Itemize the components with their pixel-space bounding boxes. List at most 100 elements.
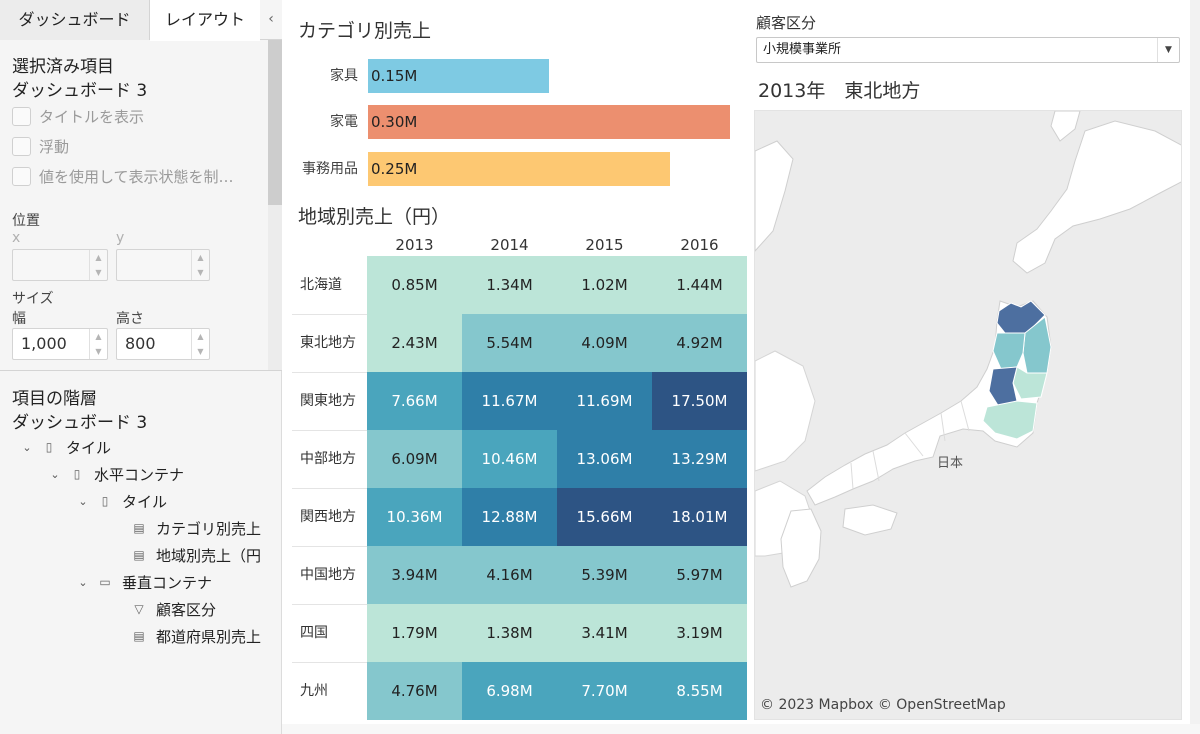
heatmap-cell[interactable]: 3.41M — [557, 604, 652, 662]
heatmap-cell[interactable]: 10.46M — [462, 430, 557, 488]
stepper-down-icon[interactable]: ▼ — [95, 347, 102, 356]
heatmap-cell[interactable]: 18.01M — [652, 488, 747, 546]
tab-dashboard[interactable]: ダッシュボード — [0, 0, 150, 40]
map-country-label: 日本 — [937, 455, 963, 470]
panel-scrollbar-thumb[interactable] — [268, 40, 282, 205]
heatmap-row-label: 関東地方 — [300, 393, 356, 409]
y-input[interactable]: ▲ ▼ — [116, 249, 210, 281]
heatmap-cell[interactable]: 1.44M — [652, 256, 747, 314]
map-attribution[interactable]: © 2023 Mapbox © OpenStreetMap — [760, 697, 1006, 713]
floating-checkbox[interactable] — [12, 136, 31, 156]
vertical-container-icon: ▭ — [99, 575, 111, 589]
heatmap-cell[interactable]: 6.98M — [462, 662, 557, 720]
show-title-checkbox[interactable] — [12, 106, 31, 126]
width-stepper[interactable]: ▲ ▼ — [89, 329, 107, 359]
stepper-up-icon[interactable]: ▲ — [95, 332, 102, 341]
heatmap-cell[interactable]: 5.97M — [652, 546, 747, 604]
heatmap-cell[interactable]: 5.54M — [462, 314, 557, 372]
bar-value-label: 0.30M — [371, 113, 418, 131]
heatmap-cell[interactable]: 3.19M — [652, 604, 747, 662]
heatmap-cell[interactable]: 7.70M — [557, 662, 652, 720]
stepper-up-icon[interactable]: ▲ — [197, 332, 204, 341]
stepper-up-icon[interactable]: ▲ — [197, 253, 204, 262]
x-stepper[interactable]: ▲ ▼ — [89, 250, 107, 280]
tree-item-tile[interactable]: ⌄ ▯ タイル — [20, 434, 111, 460]
width-label: 幅 — [12, 311, 26, 327]
heatmap-cell[interactable]: 11.69M — [557, 372, 652, 430]
heatmap-cell[interactable]: 5.39M — [557, 546, 652, 604]
visibility-label: 値を使用して表示状態を制… — [39, 167, 234, 186]
heatmap-cell[interactable]: 17.50M — [652, 372, 747, 430]
heatmap-cell[interactable]: 1.34M — [462, 256, 557, 314]
heatmap-cell[interactable]: 15.66M — [557, 488, 652, 546]
sheet-icon: ▤ — [133, 521, 145, 535]
region-sales-heatmap: 地域別売上（円） 2013 2014 2015 2016 北海道 0.85M 1.34M 1.… — [292, 196, 750, 720]
heatmap-cell[interactable]: 0.85M — [367, 256, 462, 314]
heatmap-cell[interactable]: 12.88M — [462, 488, 557, 546]
stepper-down-icon[interactable]: ▼ — [197, 268, 204, 277]
chevron-down-icon[interactable]: ▼ — [1157, 38, 1179, 62]
width-value: 1,000 — [21, 334, 67, 353]
map-region-aomori[interactable] — [996, 300, 1046, 334]
panel-tabs: ダッシュボード レイアウト ‹ — [0, 0, 282, 41]
chevron-down-icon[interactable]: ⌄ — [50, 467, 60, 481]
tree-item-vertical-container[interactable]: ⌄ ▭ 垂直コンテナ — [76, 569, 212, 595]
tree-item-horizontal-container[interactable]: ⌄ ▯ 水平コンテナ — [48, 461, 184, 487]
floating-option[interactable]: 浮動 — [12, 135, 69, 157]
stepper-down-icon[interactable]: ▼ — [197, 347, 204, 356]
show-title-option[interactable]: タイトルを表示 — [12, 105, 144, 127]
heatmap-cell[interactable]: 4.16M — [462, 546, 557, 604]
heatmap-cell[interactable]: 1.02M — [557, 256, 652, 314]
prefecture-sales-map[interactable]: 日本 — [754, 110, 1182, 720]
heatmap-cell[interactable]: 10.36M — [367, 488, 462, 546]
x-input[interactable]: ▲ ▼ — [12, 249, 108, 281]
heatmap-cell[interactable]: 13.06M — [557, 430, 652, 488]
tree-item-category-sales[interactable]: ▤ カテゴリ別売上 — [110, 515, 261, 541]
height-input[interactable]: 800 ▲ ▼ — [116, 328, 210, 360]
stepper-up-icon[interactable]: ▲ — [95, 253, 102, 262]
visibility-checkbox[interactable] — [12, 166, 31, 186]
stepper-down-icon[interactable]: ▼ — [95, 268, 102, 277]
map-region-fukushima[interactable] — [982, 400, 1038, 440]
tree-item-label: 顧客区分 — [156, 600, 217, 619]
width-input[interactable]: 1,000 ▲ ▼ — [12, 328, 108, 360]
tree-item-tile-nested[interactable]: ⌄ ▯ タイル — [76, 488, 167, 514]
tree-item-region-sales[interactable]: ▤ 地域別売上（円 — [110, 542, 261, 568]
heatmap-cell[interactable]: 13.29M — [652, 430, 747, 488]
category-sales-chart: カテゴリ別売上 家具 0.15M 家電 0.30M 事務用品 0.25M — [292, 6, 750, 196]
heatmap-cell[interactable]: 1.79M — [367, 604, 462, 662]
heatmap-cell[interactable]: 4.92M — [652, 314, 747, 372]
heatmap-cell[interactable]: 4.76M — [367, 662, 462, 720]
heatmap-cell[interactable]: 3.94M — [367, 546, 462, 604]
y-stepper[interactable]: ▲ ▼ — [191, 250, 209, 280]
collapse-panel-icon[interactable]: ‹ — [268, 11, 274, 27]
sheet-icon: ▤ — [133, 548, 145, 562]
heatmap-cell[interactable]: 4.09M — [557, 314, 652, 372]
tree-item-prefecture-sales[interactable]: ▤ 都道府県別売上 — [110, 623, 261, 649]
bar-appliance[interactable] — [368, 105, 730, 139]
heatmap-cell[interactable]: 11.67M — [462, 372, 557, 430]
chevron-down-icon[interactable]: ⌄ — [22, 440, 32, 454]
heatmap-row-label: 四国 — [300, 625, 328, 641]
heatmap-row-label: 中部地方 — [300, 451, 356, 467]
bar-value-label: 0.15M — [371, 67, 418, 85]
bar-office-supplies[interactable] — [368, 152, 670, 186]
tab-layout[interactable]: レイアウト — [150, 0, 260, 41]
heatmap-cell[interactable]: 2.43M — [367, 314, 462, 372]
bar-row-appliance: 家電 0.30M — [292, 105, 750, 139]
heatmap-cell[interactable]: 6.09M — [367, 430, 462, 488]
tree-item-customer-filter[interactable]: ▽ 顧客区分 — [110, 596, 216, 622]
chevron-down-icon[interactable]: ⌄ — [78, 494, 88, 508]
heatmap-cell[interactable]: 7.66M — [367, 372, 462, 430]
heatmap-cell[interactable]: 8.55M — [652, 662, 747, 720]
bar-furniture[interactable] — [368, 59, 549, 93]
heatmap-row-divider — [292, 372, 367, 373]
heatmap-cell[interactable]: 1.38M — [462, 604, 557, 662]
map-title: 2013年 東北地方 — [758, 80, 921, 102]
customer-segment-dropdown[interactable]: 小規模事業所 ▼ — [756, 37, 1180, 63]
layout-panel: ダッシュボード レイアウト ‹ 選択済み項目 ダッシュボード 3 タイトルを表示… — [0, 0, 282, 734]
height-stepper[interactable]: ▲ ▼ — [191, 329, 209, 359]
chevron-down-icon[interactable]: ⌄ — [78, 575, 88, 589]
visibility-option[interactable]: 値を使用して表示状態を制… — [12, 165, 234, 187]
height-label: 高さ — [116, 311, 144, 327]
